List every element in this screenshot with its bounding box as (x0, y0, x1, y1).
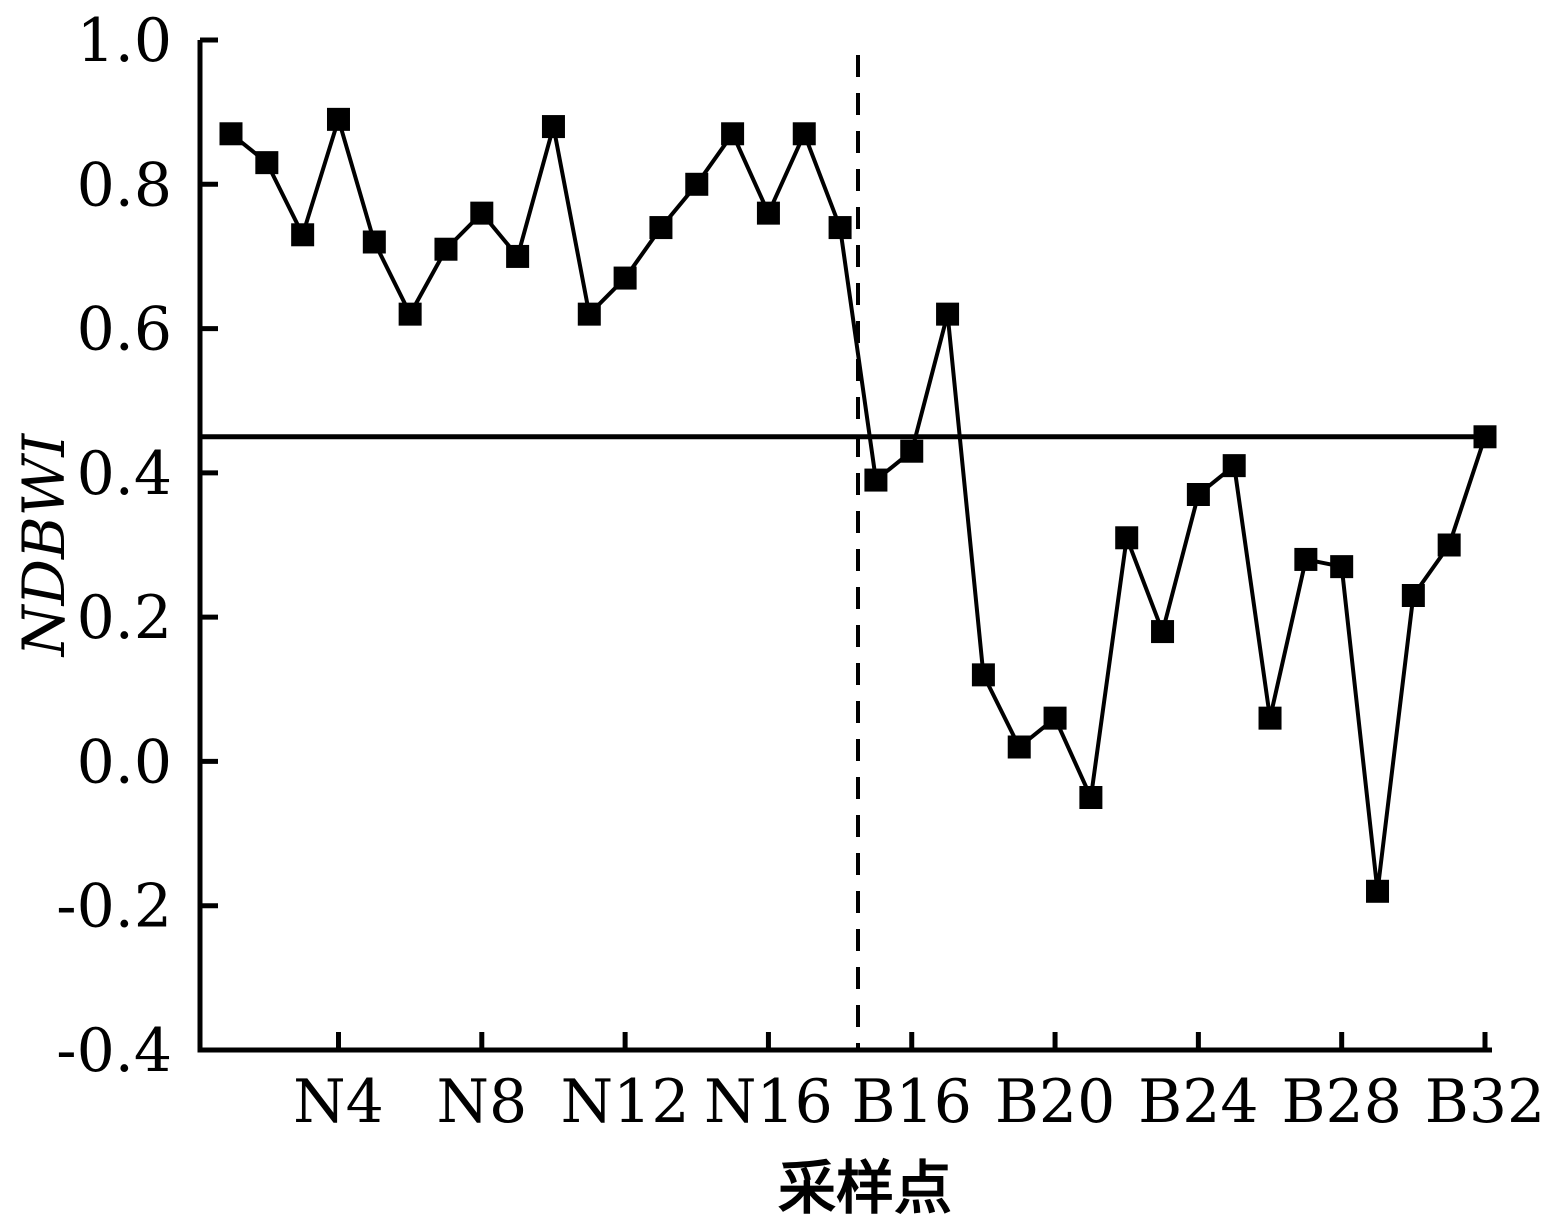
x-axis-title: 采样点 (777, 1154, 953, 1222)
x-tick-label: N16 (704, 1067, 833, 1137)
data-point-marker-N15 (721, 122, 745, 146)
data-point-marker-N13 (649, 216, 673, 240)
y-tick-label: -0.4 (56, 1016, 172, 1086)
data-point-marker-N7 (434, 237, 458, 261)
y-tick-label: 1.0 (77, 6, 172, 76)
data-point-marker-N8 (470, 201, 494, 225)
data-point-marker-B30 (1401, 584, 1425, 607)
series-line (229, 112, 1487, 892)
data-point-marker-N9 (506, 244, 530, 268)
data-point-marker-N3 (291, 223, 315, 247)
y-tick-label: 0.0 (77, 727, 172, 797)
x-tick-label: N8 (436, 1067, 527, 1137)
data-point-marker-B27 (1294, 547, 1318, 571)
x-tick-label: B32 (1425, 1067, 1545, 1137)
x-tick-label: B20 (995, 1067, 1115, 1137)
x-tick-label: B28 (1281, 1067, 1401, 1137)
data-point-marker-B21 (1079, 786, 1103, 809)
data-point-marker-B32 (1473, 425, 1497, 449)
data-point-marker-N1 (219, 122, 243, 146)
x-tick-label: B16 (852, 1067, 972, 1137)
data-point-marker-B25 (1222, 454, 1246, 478)
data-point-marker-B28 (1330, 555, 1354, 579)
data-point-marker-N2 (255, 151, 279, 175)
x-tick-label: N12 (561, 1067, 690, 1137)
data-point-marker-N12 (613, 266, 637, 290)
data-point-marker-B29 (1366, 879, 1390, 903)
y-tick-label: -0.2 (56, 872, 172, 942)
data-point-marker-B16 (900, 439, 924, 463)
data-point-marker-B15 (864, 468, 888, 492)
y-tick-label: 0.4 (77, 439, 172, 509)
y-tick-label: 0.8 (77, 150, 172, 220)
data-point-marker-B22 (1115, 526, 1139, 550)
y-tick-label: 0.2 (77, 583, 172, 653)
data-point-marker-B31 (1437, 533, 1461, 557)
data-point-marker-N6 (398, 302, 422, 326)
data-point-marker-B24 (1186, 483, 1210, 506)
data-point-marker-N11 (577, 302, 601, 326)
data-point-marker-N18 (828, 216, 852, 240)
data-point-marker-N14 (685, 172, 709, 196)
y-axis-title: NDBWI (10, 433, 78, 657)
data-point-marker-N17 (792, 122, 816, 146)
x-tick-label: B24 (1138, 1067, 1258, 1137)
x-tick-label: N4 (293, 1067, 384, 1137)
data-point-marker-N10 (541, 115, 565, 139)
data-point-marker-N4 (326, 107, 350, 131)
data-point-marker-N5 (362, 230, 386, 254)
data-point-marker-N16 (756, 201, 780, 225)
data-point-marker-B18 (971, 663, 995, 687)
data-point-marker-B23 (1151, 620, 1175, 644)
data-point-marker-B26 (1258, 706, 1282, 730)
data-point-marker-B19 (1007, 735, 1031, 759)
data-point-marker-B17 (936, 302, 960, 326)
y-tick-label: 0.6 (77, 295, 172, 365)
data-point-marker-B20 (1043, 706, 1067, 730)
